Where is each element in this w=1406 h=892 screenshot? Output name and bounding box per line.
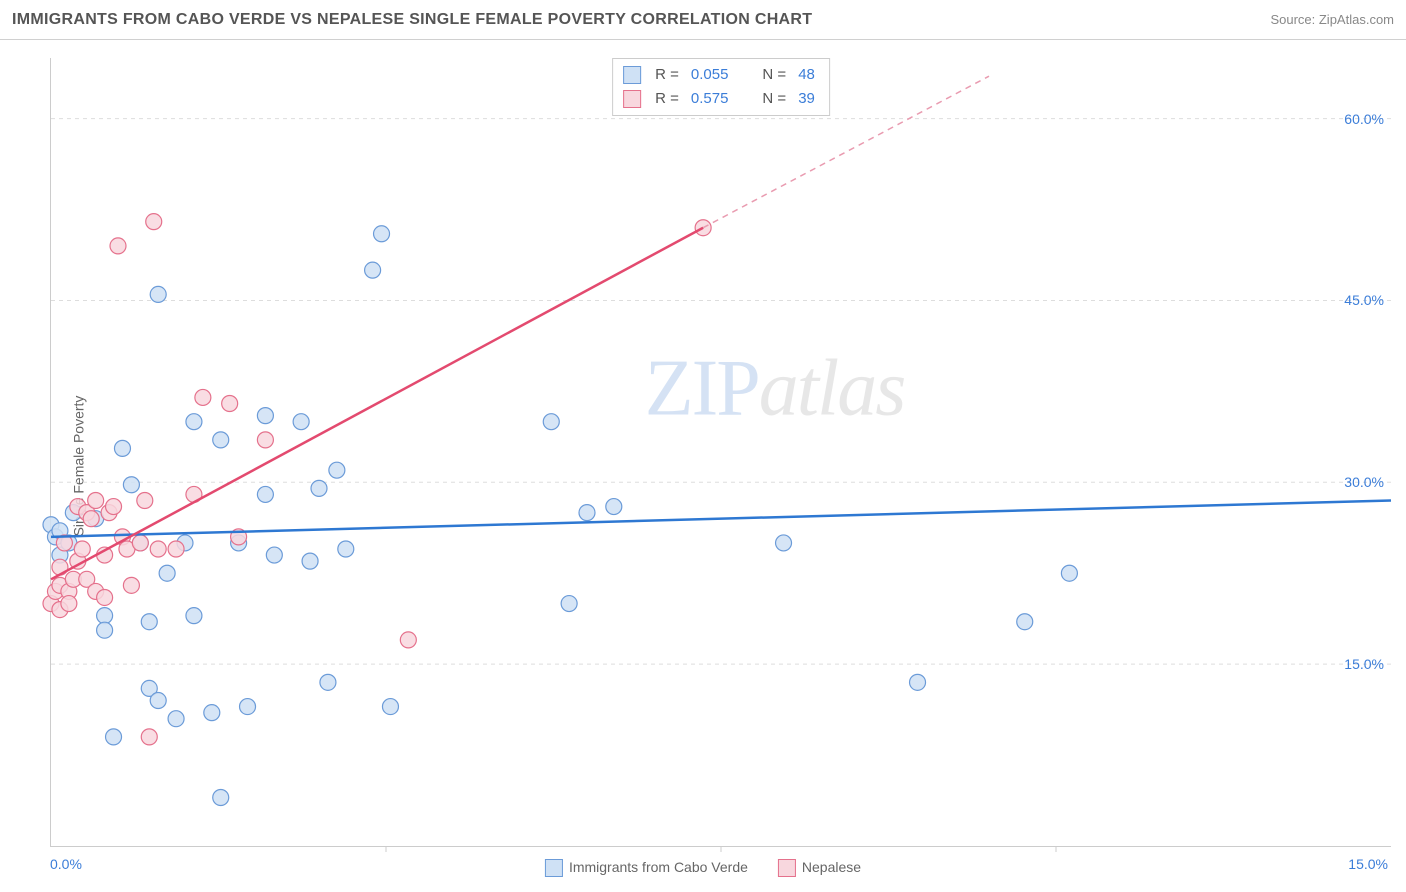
data-point-nepalese: [110, 238, 126, 254]
n-label: N =: [762, 87, 786, 111]
data-point-nepalese: [61, 596, 77, 612]
data-point-nepalese: [222, 396, 238, 412]
legend-swatch: [623, 66, 641, 84]
x-tick-label: 0.0%: [50, 856, 82, 872]
r-label: R =: [655, 87, 679, 111]
data-point-cabo_verde: [213, 432, 229, 448]
data-point-cabo_verde: [114, 440, 130, 456]
chart-svg: [51, 58, 1391, 846]
legend-label: Immigrants from Cabo Verde: [569, 859, 748, 875]
data-point-cabo_verde: [257, 408, 273, 424]
x-tick-label: 15.0%: [1348, 856, 1388, 872]
data-point-nepalese: [400, 632, 416, 648]
chart-title: IMMIGRANTS FROM CABO VERDE VS NEPALESE S…: [12, 11, 812, 29]
data-point-cabo_verde: [293, 414, 309, 430]
data-point-cabo_verde: [606, 499, 622, 515]
data-point-cabo_verde: [150, 286, 166, 302]
data-point-cabo_verde: [186, 414, 202, 430]
data-point-cabo_verde: [123, 477, 139, 493]
legend-stat-row-cabo_verde: R = 0.055 N = 48: [623, 63, 819, 87]
data-point-nepalese: [83, 511, 99, 527]
data-point-cabo_verde: [204, 705, 220, 721]
legend-swatch: [778, 859, 796, 877]
data-point-nepalese: [88, 492, 104, 508]
data-point-cabo_verde: [106, 729, 122, 745]
data-point-cabo_verde: [266, 547, 282, 563]
data-point-cabo_verde: [320, 674, 336, 690]
data-point-nepalese: [106, 499, 122, 515]
data-point-cabo_verde: [543, 414, 559, 430]
n-label: N =: [762, 63, 786, 87]
r-value: 0.055: [691, 63, 729, 87]
data-point-cabo_verde: [776, 535, 792, 551]
data-point-cabo_verde: [97, 622, 113, 638]
data-point-nepalese: [141, 729, 157, 745]
y-tick-label: 60.0%: [1344, 111, 1384, 127]
data-point-cabo_verde: [159, 565, 175, 581]
data-point-cabo_verde: [240, 699, 256, 715]
title-bar: IMMIGRANTS FROM CABO VERDE VS NEPALESE S…: [0, 0, 1406, 40]
data-point-cabo_verde: [186, 608, 202, 624]
data-point-cabo_verde: [329, 462, 345, 478]
data-point-cabo_verde: [257, 486, 273, 502]
data-point-nepalese: [137, 492, 153, 508]
data-point-cabo_verde: [1061, 565, 1077, 581]
n-value: 39: [798, 87, 815, 111]
data-point-nepalese: [132, 535, 148, 551]
data-point-cabo_verde: [213, 790, 229, 806]
data-point-cabo_verde: [338, 541, 354, 557]
data-point-cabo_verde: [365, 262, 381, 278]
source-attribution: Source: ZipAtlas.com: [1270, 12, 1394, 27]
data-point-nepalese: [74, 541, 90, 557]
data-point-cabo_verde: [302, 553, 318, 569]
legend-item-cabo_verde: Immigrants from Cabo Verde: [545, 859, 748, 877]
legend-item-nepalese: Nepalese: [778, 859, 861, 877]
data-point-nepalese: [97, 589, 113, 605]
data-point-cabo_verde: [1017, 614, 1033, 630]
trend-line-nepalese: [51, 228, 703, 580]
n-value: 48: [798, 63, 815, 87]
r-label: R =: [655, 63, 679, 87]
series-legend: Immigrants from Cabo Verde Nepalese: [545, 859, 861, 877]
y-tick-label: 30.0%: [1344, 474, 1384, 490]
legend-label: Nepalese: [802, 859, 861, 875]
data-point-nepalese: [123, 577, 139, 593]
data-point-cabo_verde: [910, 674, 926, 690]
plot-area: ZIPatlas R =0.055N =48R =0.575N =39: [50, 58, 1391, 847]
data-point-cabo_verde: [374, 226, 390, 242]
data-point-cabo_verde: [168, 711, 184, 727]
correlation-legend: R = 0.055 N = 48 R = 0.575 N = 39: [612, 58, 830, 116]
data-point-nepalese: [195, 389, 211, 405]
legend-swatch: [623, 90, 641, 108]
data-point-cabo_verde: [579, 505, 595, 521]
data-point-nepalese: [150, 541, 166, 557]
legend-stat-row-nepalese: R = 0.575 N = 39: [623, 87, 819, 111]
data-point-cabo_verde: [97, 608, 113, 624]
y-tick-label: 45.0%: [1344, 292, 1384, 308]
data-point-cabo_verde: [311, 480, 327, 496]
r-value: 0.575: [691, 87, 729, 111]
trend-line-cabo_verde: [51, 500, 1391, 536]
data-point-cabo_verde: [150, 693, 166, 709]
data-point-cabo_verde: [382, 699, 398, 715]
data-point-cabo_verde: [561, 596, 577, 612]
plot-container: Single Female Poverty ZIPatlas R =0.055N…: [0, 40, 1406, 892]
data-point-cabo_verde: [141, 614, 157, 630]
y-tick-label: 15.0%: [1344, 656, 1384, 672]
data-point-nepalese: [146, 214, 162, 230]
data-point-nepalese: [168, 541, 184, 557]
legend-swatch: [545, 859, 563, 877]
data-point-nepalese: [257, 432, 273, 448]
